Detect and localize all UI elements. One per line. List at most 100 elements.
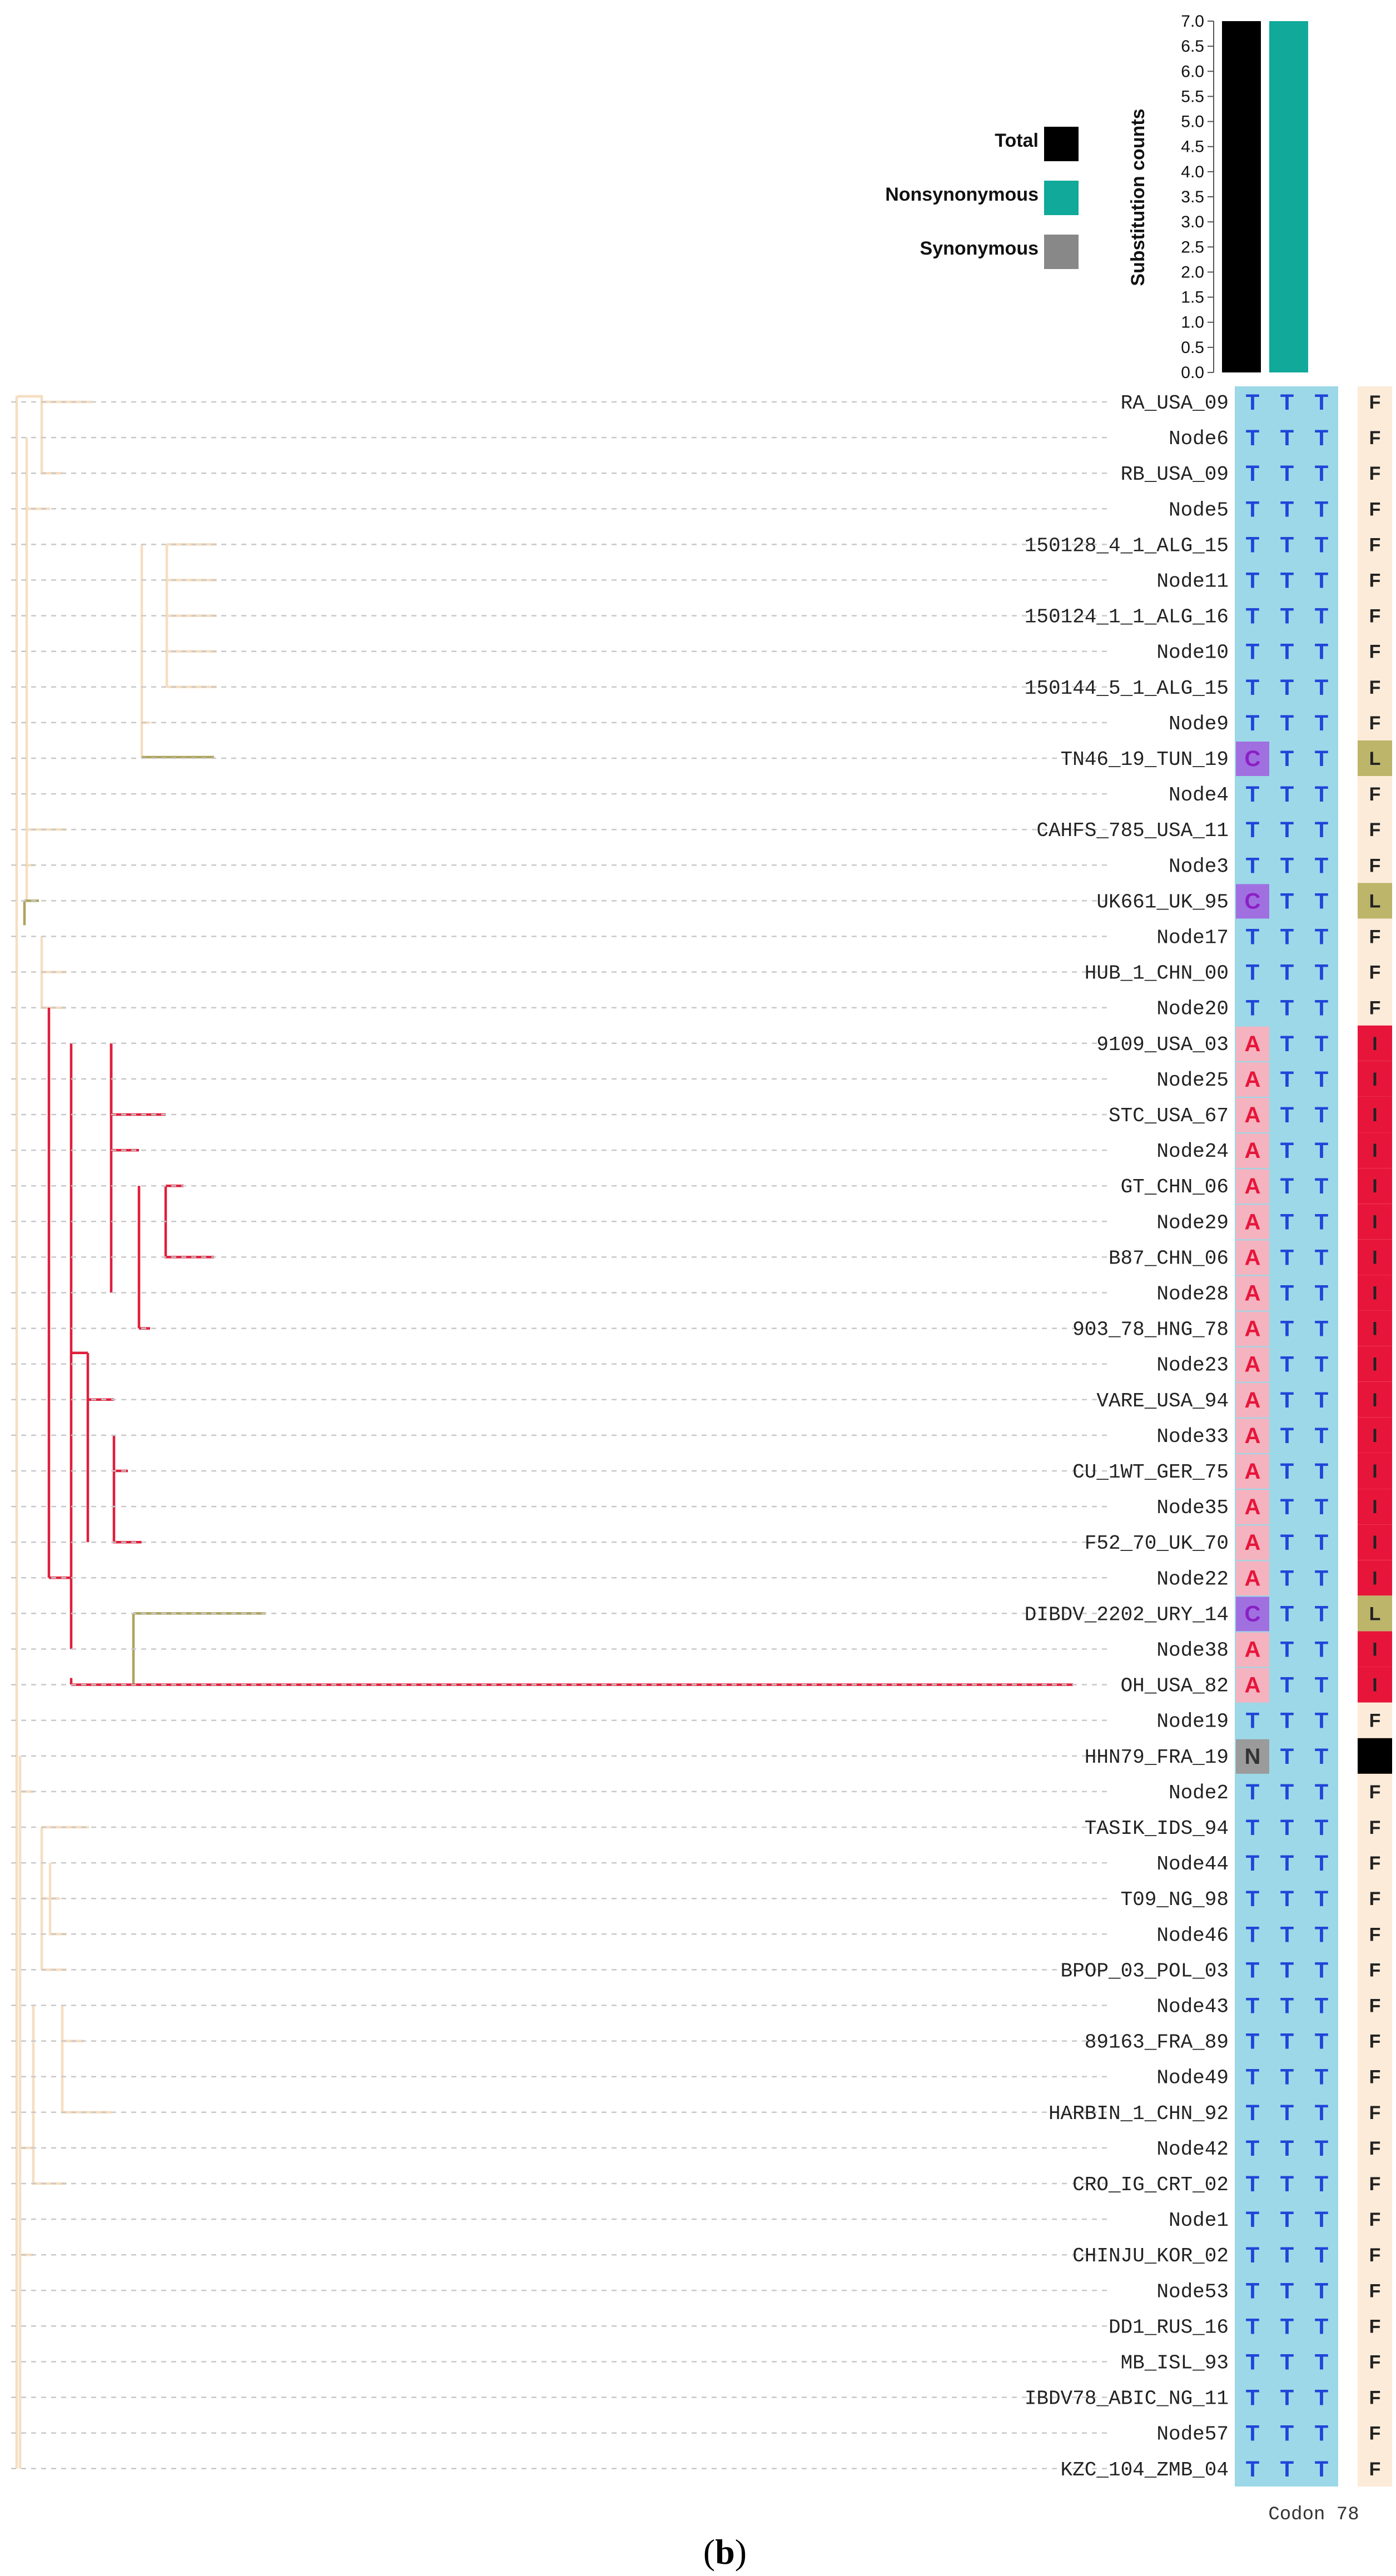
taxon-label: STC_USA_67 [1109, 1105, 1229, 1127]
amino-acid: L [1369, 891, 1381, 912]
amino-acid: F [1369, 1996, 1381, 2017]
codon-nucleotide: A [1245, 1566, 1261, 1590]
aa-highlight [1358, 883, 1392, 919]
taxon-label: TASIK_IDS_94 [1085, 1817, 1229, 1840]
codon-nucleotide: T [1246, 1958, 1259, 1982]
amino-acid: F [1369, 2031, 1381, 2052]
codon-nucleotide: T [1246, 461, 1259, 486]
substitution-bar-chart: Substitution counts 0.0 0.5 1.0 1.5 2.0 2.5 3.… [1127, 12, 1308, 382]
taxon-label: Node43 [1156, 1996, 1229, 2018]
y-tick-label: 1.0 [1181, 314, 1204, 332]
codon-nucleotide: T [1280, 1245, 1294, 1270]
codon-nucleotide: T [1315, 2314, 1328, 2339]
codon-highlight [1236, 1240, 1269, 1275]
codon-nucleotide: T [1315, 1388, 1328, 1413]
taxon-label: Node11 [1156, 570, 1229, 593]
aa-highlight [1358, 1560, 1392, 1596]
bar-total [1222, 21, 1261, 372]
amino-acid: F [1369, 463, 1381, 484]
amino-acid: I [1372, 1319, 1377, 1340]
codon-nucleotide: T [1315, 1352, 1328, 1377]
codon-nucleotide: T [1280, 1210, 1294, 1234]
codon-nucleotide: T [1315, 1851, 1328, 1876]
codon-nucleotide: T [1315, 2101, 1328, 2125]
codon-highlight [1236, 1098, 1269, 1132]
taxon-label: Node1 [1169, 2209, 1229, 2232]
taxon-label: CHINJU_KOR_02 [1072, 2245, 1229, 2267]
amino-acid: I [1372, 1140, 1377, 1161]
codon-nucleotide: T [1315, 889, 1328, 913]
y-tick-label: 4.5 [1181, 138, 1204, 156]
codon-nucleotide: T [1246, 2350, 1259, 2375]
codon-nucleotide: T [1246, 533, 1259, 557]
amino-acid: F [1369, 570, 1381, 591]
y-tick-label: 6.0 [1181, 62, 1204, 81]
codon-nucleotide: A [1245, 1638, 1261, 1662]
codon-nucleotide: T [1315, 1994, 1328, 2018]
codon-nucleotide: T [1246, 1816, 1259, 1840]
tree-branch [112, 1435, 142, 1544]
taxon-label: Node20 [1156, 998, 1229, 1021]
codon-nucleotide: A [1245, 1281, 1261, 1306]
codon-nucleotide: T [1280, 426, 1294, 450]
amino-acid: I [1372, 1461, 1377, 1482]
codon-nucleotide: T [1280, 1103, 1294, 1127]
codon-nucleotide: A [1245, 1138, 1261, 1163]
taxon-label: Node5 [1169, 499, 1229, 521]
aa-highlight [1358, 1346, 1392, 1382]
codon-nucleotide: T [1315, 747, 1328, 771]
codon-highlight [1236, 1169, 1269, 1204]
amino-acid: F [1369, 819, 1381, 841]
taxon-label: Node29 [1156, 1211, 1229, 1234]
codon-highlight [1236, 1561, 1269, 1596]
codon-nucleotide: T [1280, 1388, 1294, 1413]
amino-acid: L [1369, 1603, 1381, 1624]
codon-nucleotide: T [1280, 2243, 1294, 2267]
y-axis-ticks: 0.0 0.5 1.0 1.5 2.0 2.5 3.0 3.5 4.0 4.5 5.0 5.5 6.0 6… [1181, 12, 1214, 382]
codon-nucleotide: T [1315, 1887, 1328, 1911]
codon-highlight [1236, 1311, 1269, 1346]
codon-nucleotide: T [1246, 497, 1259, 521]
y-tick-label: 1.5 [1181, 289, 1204, 307]
taxon-label: VARE_USA_94 [1096, 1390, 1229, 1413]
aa-highlight [1358, 1204, 1392, 1240]
codon-nucleotide: T [1315, 818, 1328, 842]
codon-nucleotide: T [1246, 2030, 1259, 2054]
codon-nucleotide: T [1315, 1210, 1328, 1234]
codon-nucleotide: T [1280, 569, 1294, 593]
codon-nucleotide: T [1280, 1780, 1294, 1804]
codon-nucleotide: T [1246, 2172, 1259, 2196]
codon-nucleotide: T [1246, 2421, 1259, 2446]
amino-acid: I [1372, 1639, 1377, 1660]
codon-nucleotide: T [1280, 1317, 1294, 1341]
codon-highlight [1236, 1383, 1269, 1418]
amino-acid: I [1372, 1211, 1377, 1232]
codon-nucleotide: T [1246, 2243, 1259, 2267]
codon-nucleotide: T [1280, 1994, 1294, 2018]
codon-nucleotide: T [1315, 1922, 1328, 1947]
codon-nucleotide: T [1246, 640, 1259, 664]
codon-nucleotide: T [1280, 1709, 1294, 1733]
codon-nucleotide: T [1315, 1459, 1328, 1484]
taxon-label: 9109_USA_03 [1096, 1033, 1229, 1056]
legend-nonsyn-swatch [1044, 181, 1079, 215]
amino-acid: F [1369, 2423, 1381, 2444]
codon-nucleotide: A [1245, 1424, 1261, 1448]
codon-nucleotide: T [1280, 1138, 1294, 1163]
y-axis-title: Substitution counts [1127, 108, 1149, 286]
codon-nucleotide: T [1280, 2457, 1294, 2481]
codon-nucleotide: A [1245, 1174, 1261, 1199]
taxon-label: 150128_4_1_ALG_15 [1025, 534, 1229, 557]
codon-nucleotide: T [1280, 1459, 1294, 1484]
codon-nucleotide: T [1280, 675, 1294, 700]
y-tick-label: 5.5 [1181, 87, 1204, 106]
taxon-label: BPOP_03_POL_03 [1061, 1960, 1229, 1982]
taxon-label: CRO_IG_CRT_02 [1072, 2174, 1229, 2196]
codon-nucleotide: T [1315, 604, 1328, 629]
taxon-label: Node2 [1169, 1782, 1229, 1804]
codon-nucleotide: T [1315, 961, 1328, 985]
amino-acid: F [1369, 1853, 1381, 1874]
codon-nucleotide: T [1246, 569, 1259, 593]
codon-nucleotide: T [1315, 1780, 1328, 1804]
codon-nucleotide: T [1315, 390, 1328, 415]
